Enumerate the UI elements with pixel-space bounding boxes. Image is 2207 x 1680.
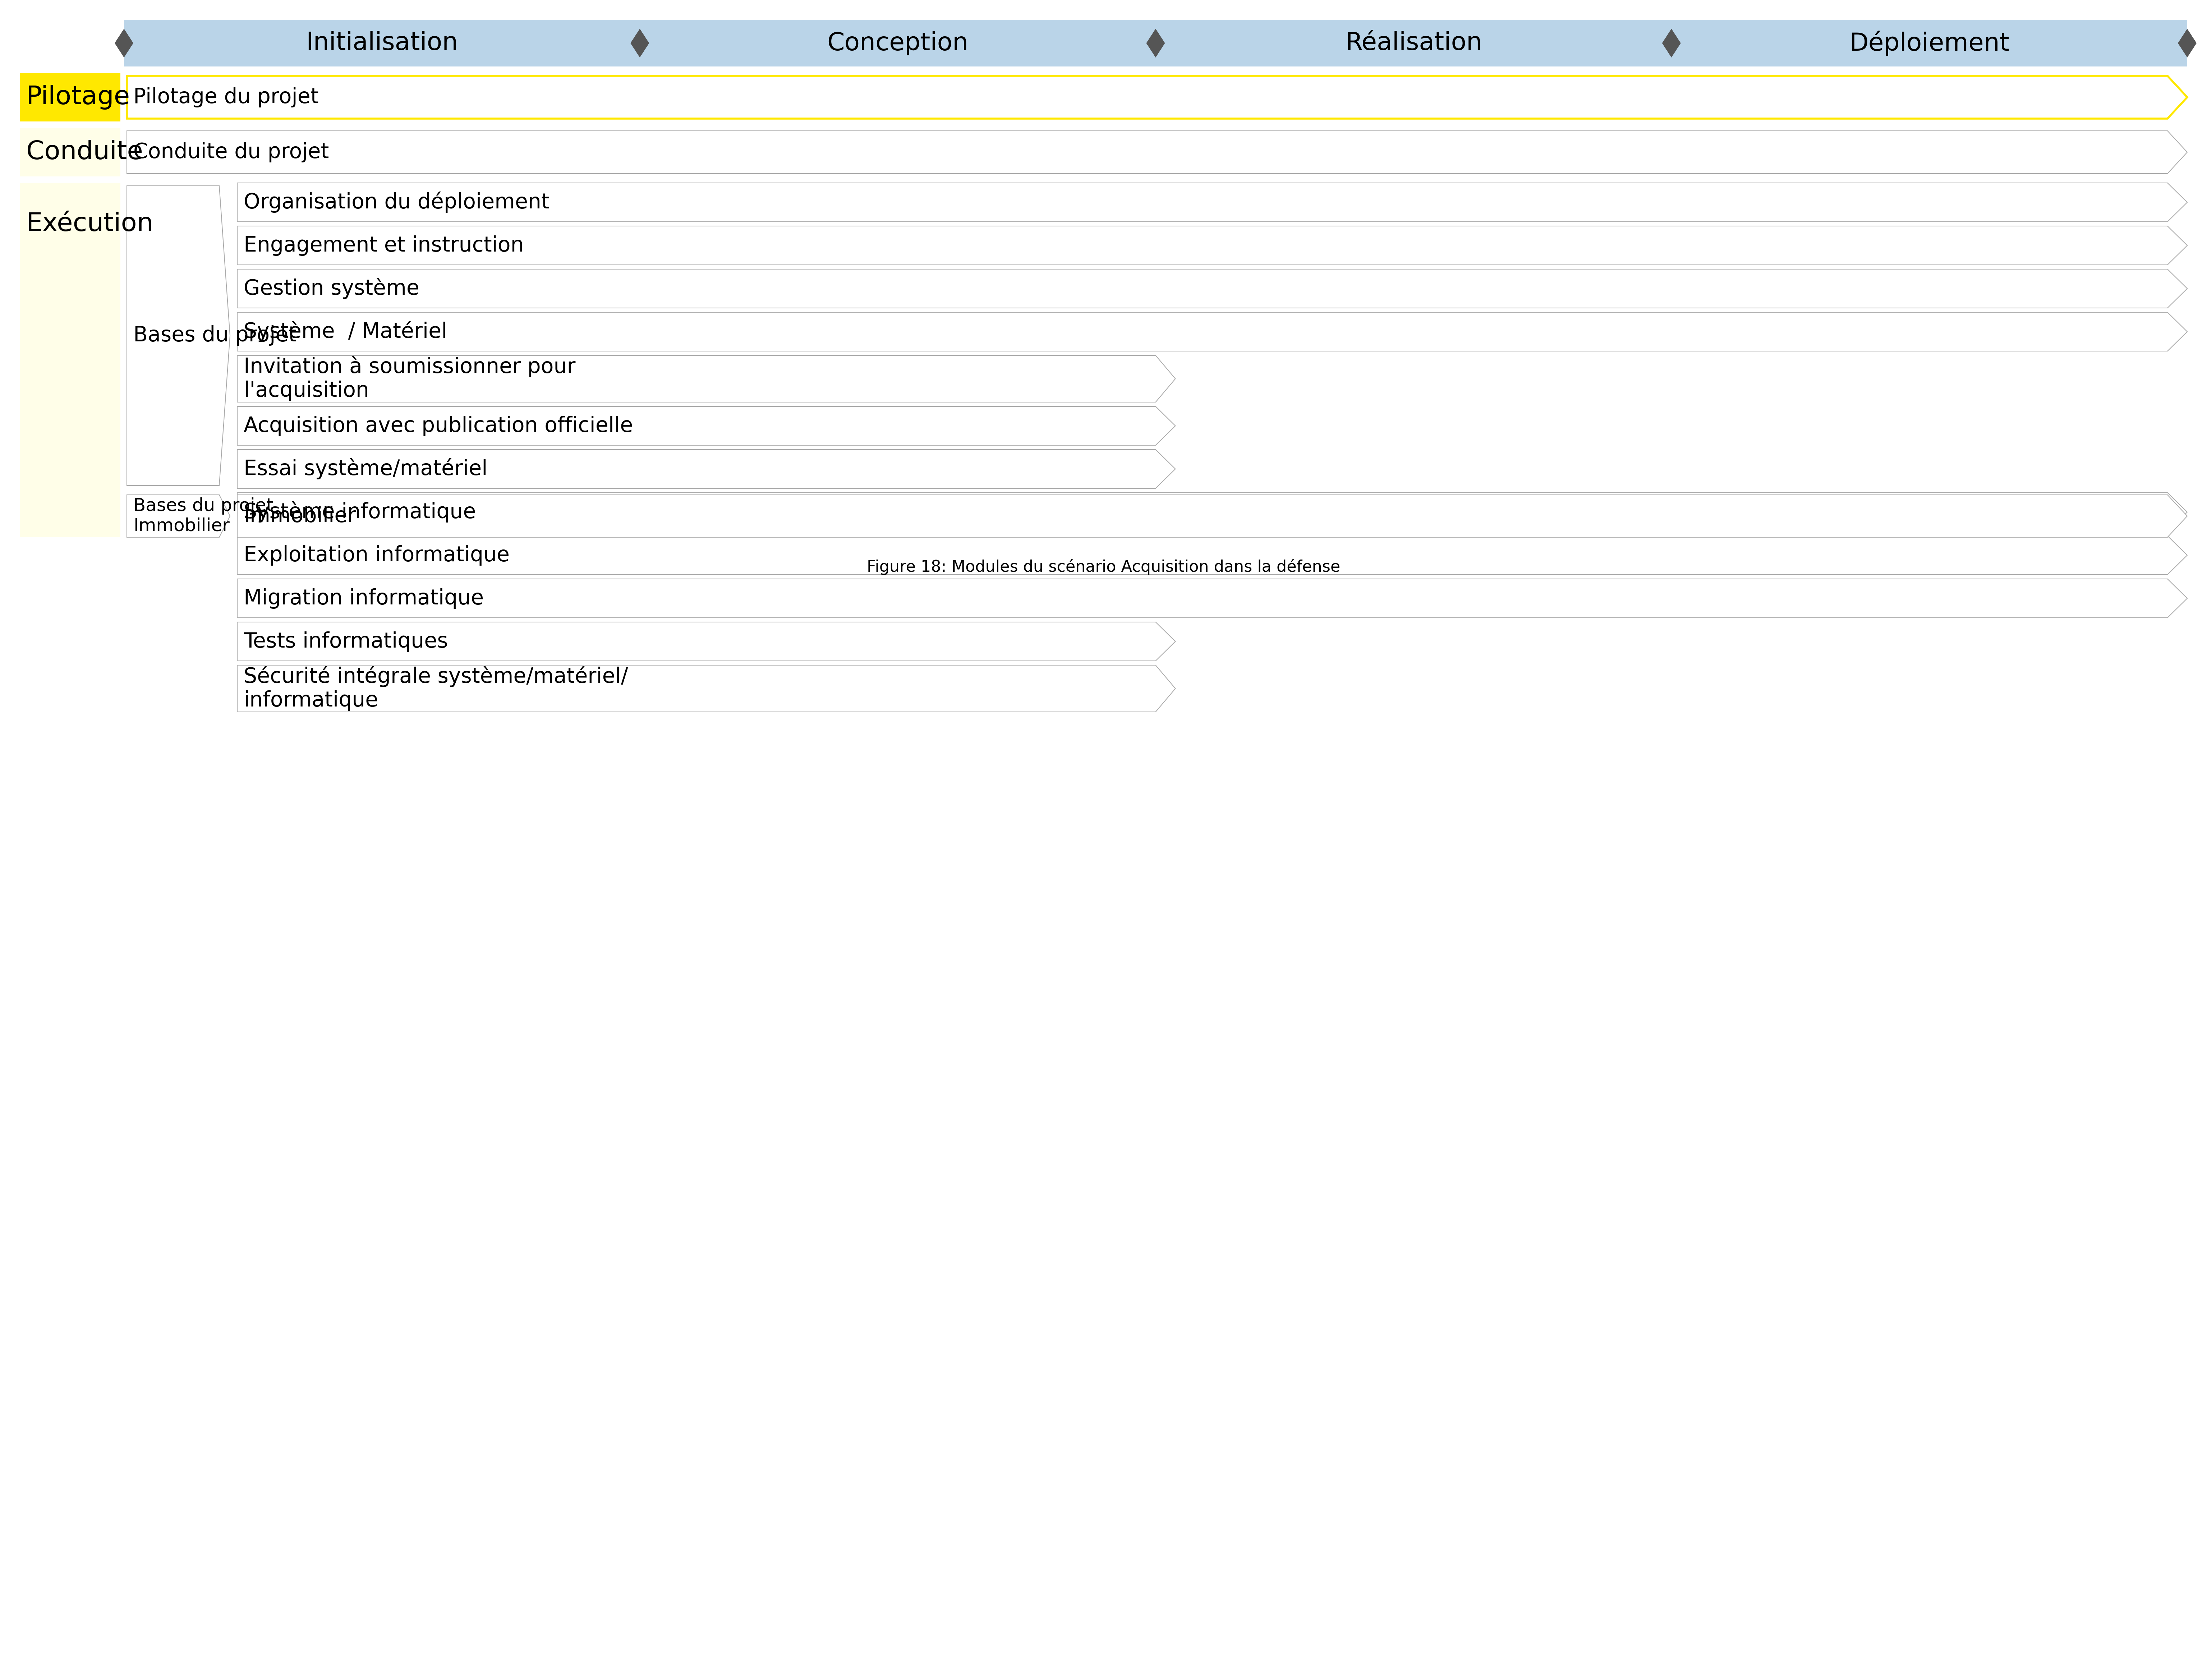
Text: Sécurité intégrale système/matériel/
informatique: Sécurité intégrale système/matériel/ inf…	[243, 665, 629, 711]
Polygon shape	[236, 496, 2187, 538]
Polygon shape	[236, 227, 2187, 265]
Polygon shape	[236, 492, 2187, 531]
Text: Conduite: Conduite	[26, 139, 143, 165]
Bar	[20, 72, 121, 121]
Polygon shape	[1145, 29, 1165, 57]
Text: Exploitation informatique: Exploitation informatique	[243, 544, 510, 566]
Text: Migration informatique: Migration informatique	[243, 588, 483, 608]
Polygon shape	[631, 29, 649, 57]
Text: Exécution: Exécution	[26, 212, 154, 237]
Text: Conception: Conception	[828, 32, 969, 55]
Polygon shape	[236, 407, 1176, 445]
Polygon shape	[2178, 29, 2196, 57]
Polygon shape	[115, 29, 132, 57]
Polygon shape	[236, 580, 2187, 618]
Polygon shape	[236, 622, 1176, 660]
Text: Bases du projet
Immobilier: Bases du projet Immobilier	[132, 497, 274, 534]
Text: Système informatique: Système informatique	[243, 502, 477, 522]
Text: Déploiement: Déploiement	[1849, 30, 2011, 55]
Polygon shape	[236, 269, 2187, 307]
Text: Gestion système: Gestion système	[243, 277, 419, 299]
Text: Pilotage: Pilotage	[26, 84, 130, 109]
Polygon shape	[236, 450, 1176, 489]
Polygon shape	[236, 536, 2187, 575]
Text: Initialisation: Initialisation	[307, 32, 457, 55]
Polygon shape	[126, 186, 230, 486]
Polygon shape	[236, 312, 2187, 351]
Polygon shape	[126, 131, 2187, 173]
Bar	[124, 20, 2187, 67]
Bar	[20, 183, 121, 538]
Text: Réalisation: Réalisation	[1344, 32, 1481, 55]
Text: Engagement et instruction: Engagement et instruction	[243, 235, 523, 255]
Text: Système  / Matériel: Système / Matériel	[243, 321, 448, 343]
Text: Acquisition avec publication officielle: Acquisition avec publication officielle	[243, 415, 633, 437]
Polygon shape	[236, 356, 1176, 402]
Polygon shape	[1662, 29, 1682, 57]
Text: Bases du projet: Bases du projet	[132, 326, 296, 346]
Text: Invitation à soumissionner pour
l'acquisition: Invitation à soumissionner pour l'acquis…	[243, 356, 576, 402]
Bar	[20, 128, 121, 176]
Polygon shape	[126, 76, 2187, 119]
Text: Conduite du projet: Conduite du projet	[132, 141, 329, 163]
Text: Tests informatiques: Tests informatiques	[243, 632, 448, 652]
Polygon shape	[236, 665, 1176, 712]
Text: Pilotage du projet: Pilotage du projet	[132, 87, 318, 108]
Text: Figure 18: Modules du scénario Acquisition dans la défense: Figure 18: Modules du scénario Acquisiti…	[867, 559, 1340, 575]
Text: Immobilier: Immobilier	[243, 506, 355, 526]
Text: Organisation du déploiement: Organisation du déploiement	[243, 192, 550, 213]
Polygon shape	[236, 183, 2187, 222]
Polygon shape	[126, 496, 230, 538]
Text: Essai système/matériel: Essai système/matériel	[243, 459, 488, 479]
